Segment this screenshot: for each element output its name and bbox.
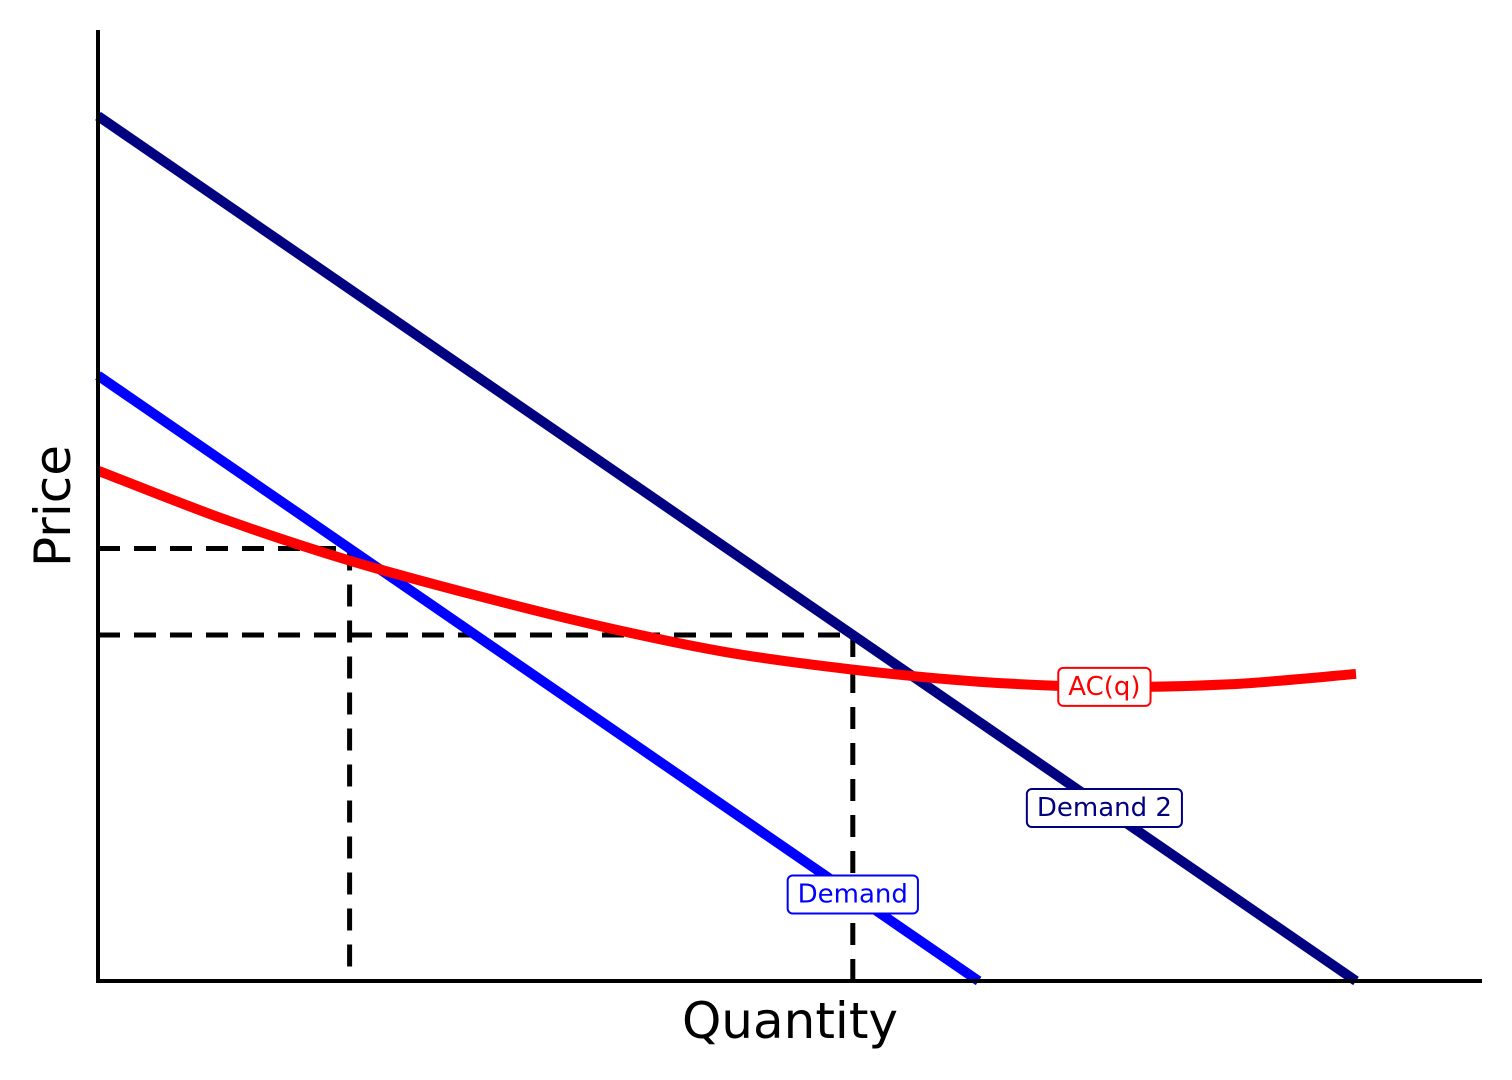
demand-label-text: Demand bbox=[798, 880, 908, 910]
demand-label-box bbox=[786, 874, 919, 915]
demand-2-line bbox=[95, 111, 1359, 986]
ac-q-label: AC(q) bbox=[1057, 666, 1152, 707]
x-axis-title: Quantity bbox=[682, 992, 898, 1050]
ac-q-label-box bbox=[1057, 666, 1152, 707]
ac-q-label-text: AC(q) bbox=[1068, 672, 1140, 702]
demand-2-label-text: Demand 2 bbox=[1037, 793, 1172, 823]
y-axis-title: Price bbox=[24, 445, 82, 567]
demand-label: Demand bbox=[786, 874, 919, 915]
reference-lines bbox=[98, 546, 856, 981]
demand-2-label: Demand 2 bbox=[1025, 788, 1183, 828]
demand-2-label-box bbox=[1025, 788, 1183, 828]
axes: Quantity Price bbox=[24, 30, 1482, 1050]
series-labels: Demand Demand 2 AC(q) bbox=[786, 666, 1183, 915]
